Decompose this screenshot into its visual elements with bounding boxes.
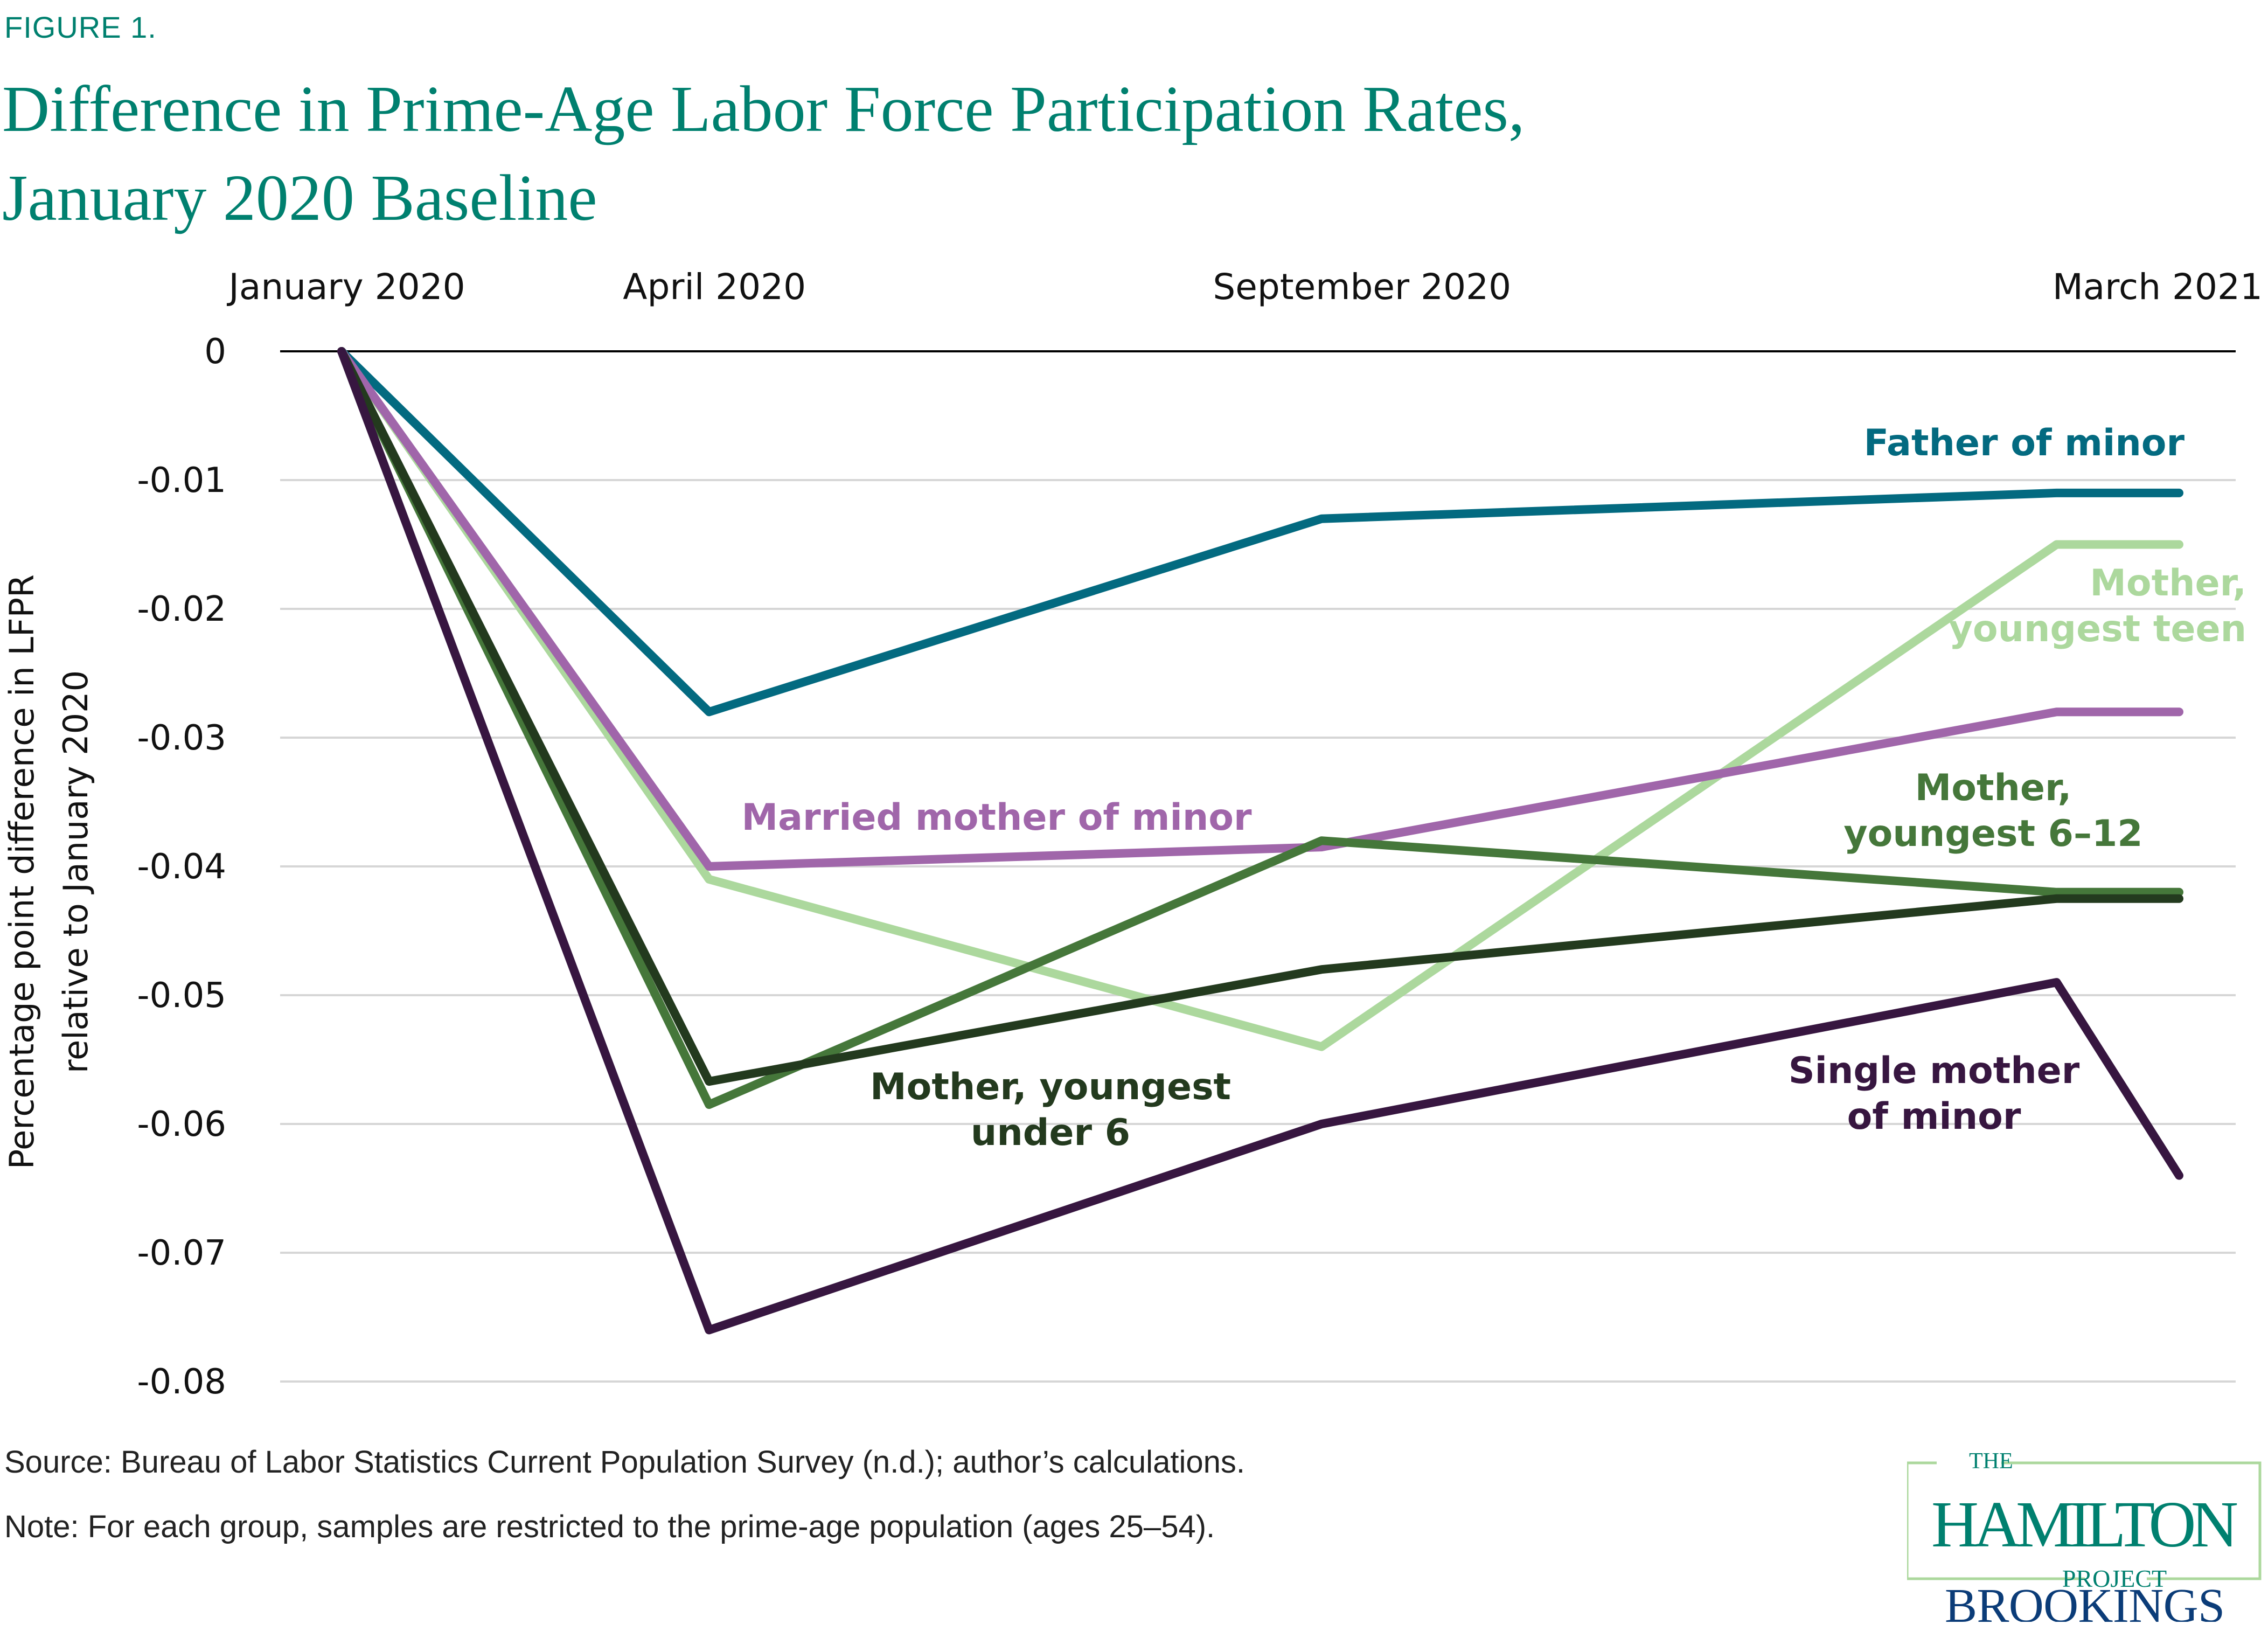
y-tick-label: -0.05 [137, 976, 226, 1016]
y-axis-label-line: Percentage point difference in LFPR [2, 574, 41, 1169]
hamilton-brookings-logo: THE HAMILTON PROJECT BROOKINGS [1907, 1449, 2262, 1622]
chart-title: Difference in Prime-Age Labor Force Part… [2, 65, 1834, 242]
series-line-mother-youngest-6-12 [337, 347, 2183, 1109]
series-line-father-of-minor [337, 347, 2183, 717]
series-label: Mother, youngest [870, 1066, 1231, 1108]
series-line-mother-youngest-under-6 [337, 347, 2183, 1086]
logo-the: THE [1969, 1449, 2013, 1474]
series-label: Married mother of minor [741, 796, 1251, 839]
logo-frame [1907, 1461, 2262, 1580]
logo-brookings: BROOKINGS [1945, 1579, 2225, 1622]
y-tick-labels: 0 -0.01 -0.02 -0.03 -0.04 -0.05 -0.06 -0.07 -0.0… [137, 332, 226, 1402]
series-label: Father of minor [1864, 422, 2185, 464]
x-tick-label: April 2020 [623, 266, 806, 308]
y-axis-label: Percentage point difference in LFPR relat… [2, 574, 95, 1169]
logo-hamilton: HAMILTON [1931, 1488, 2238, 1561]
series-line-married-mother-of-minor [337, 347, 2183, 871]
y-tick-label: -0.07 [137, 1233, 226, 1273]
series-label: Single mother [1789, 1050, 2080, 1092]
series-label: youngest teen [1949, 608, 2246, 650]
y-tick-label: -0.04 [137, 847, 226, 887]
series-line-mother-youngest-teen [337, 347, 2183, 1051]
x-tick-label: March 2021 [2053, 266, 2263, 308]
x-tick-label: September 2020 [1213, 266, 1511, 308]
series-label: Mother, [2090, 562, 2246, 605]
y-tick-label: -0.06 [137, 1105, 226, 1144]
y-tick-label: 0 [204, 332, 226, 372]
figure-label: FIGURE 1. [4, 10, 157, 44]
series-label: Mother, [1915, 767, 2072, 809]
x-tick-label: January 2020 [226, 266, 465, 308]
source-note: Source: Bureau of Labor Statistics Curre… [4, 1445, 1245, 1480]
title-line-1: Difference in Prime-Age Labor Force Part… [2, 73, 1525, 145]
series-label: under 6 [971, 1112, 1130, 1154]
footnote: Note: For each group, samples are restri… [4, 1509, 1215, 1544]
series-line-single-mother-of-minor [337, 347, 2183, 1335]
title-line-2: January 2020 Baseline [2, 162, 597, 234]
y-tick-label: -0.08 [137, 1362, 226, 1402]
y-tick-label: -0.03 [137, 718, 226, 758]
series-label: youngest 6–12 [1843, 813, 2142, 855]
series-lines [337, 347, 2183, 1335]
line-chart: 0 -0.01 -0.02 -0.03 -0.04 -0.05 -0.06 -0.07 -0.0… [2, 266, 2263, 1402]
y-tick-label: -0.01 [137, 461, 226, 501]
x-tick-labels: January 2020 April 2020 September 2020 Marc… [226, 266, 2263, 308]
y-tick-label: -0.02 [137, 589, 226, 629]
logo-project: PROJECT [2062, 1565, 2167, 1592]
y-axis-label-line: relative to January 2020 [56, 670, 95, 1073]
series-label: of minor [1847, 1095, 2021, 1138]
series-labels: Father of minor Married mother of minor Mo… [741, 422, 2246, 1154]
